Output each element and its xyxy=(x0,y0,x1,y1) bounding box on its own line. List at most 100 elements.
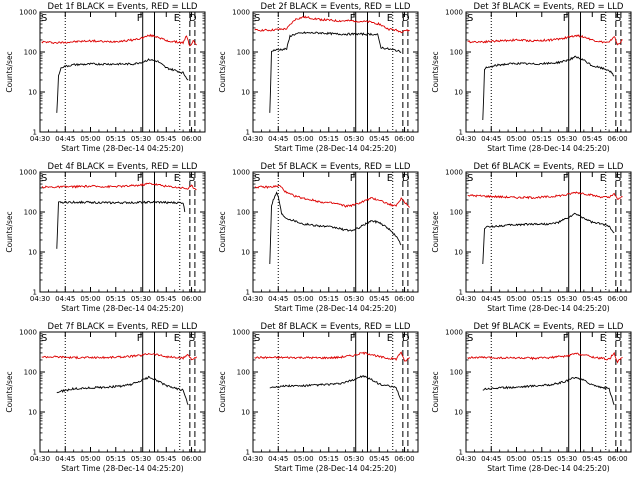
x-tick-label: 05:45 xyxy=(369,455,389,463)
x-axis-label: Start Time (28-Dec-14 04:25:20) xyxy=(61,464,183,473)
x-tick-label: 04:45 xyxy=(268,455,288,463)
x-tick-label: 04:30 xyxy=(243,295,263,303)
lld-series-line xyxy=(41,182,197,191)
lld-series-line xyxy=(254,15,410,34)
event-marker-label: F xyxy=(563,173,569,184)
x-tick-label: 06:00 xyxy=(607,135,627,143)
lld-series-line xyxy=(41,352,197,361)
event-marker-label: D xyxy=(402,333,410,344)
events-series-line xyxy=(482,377,615,406)
x-tick-label: 05:00 xyxy=(80,295,100,303)
plot-frame xyxy=(465,331,632,453)
x-tick-label: 05:45 xyxy=(582,135,602,143)
y-tick-label: 1000 xyxy=(445,9,463,17)
x-axis-label: Start Time (28-Dec-14 04:25:20) xyxy=(487,144,609,153)
y-tick-label: 1000 xyxy=(232,9,250,17)
x-tick-label: 05:30 xyxy=(557,455,577,463)
x-tick-label: 06:00 xyxy=(607,455,627,463)
events-series-line xyxy=(269,375,402,401)
x-axis-label: Start Time (28-Dec-14 04:25:20) xyxy=(61,144,183,153)
events-series-line xyxy=(482,212,615,265)
x-tick-label: 05:30 xyxy=(557,295,577,303)
y-tick-label: 1 xyxy=(246,449,250,457)
event-marker-label: S xyxy=(41,173,47,184)
x-tick-label: 04:45 xyxy=(481,295,501,303)
x-tick-label: 04:30 xyxy=(243,135,263,143)
x-tick-label: 04:45 xyxy=(481,135,501,143)
event-marker-label: F xyxy=(350,333,356,344)
x-tick-label: 05:30 xyxy=(344,455,364,463)
x-tick-label: 05:45 xyxy=(156,455,176,463)
y-tick-label: 10 xyxy=(454,249,463,257)
x-tick-label: 05:00 xyxy=(506,135,526,143)
x-tick-label: 05:30 xyxy=(344,135,364,143)
plot-frame xyxy=(252,11,419,133)
event-marker-label: D xyxy=(402,13,410,24)
y-tick-label: 100 xyxy=(24,209,37,217)
plot-frame xyxy=(252,171,419,293)
x-tick-label: 05:30 xyxy=(131,455,151,463)
plot-frame xyxy=(252,331,419,453)
event-marker-label: S xyxy=(41,333,47,344)
x-axis-label: Start Time (28-Dec-14 04:25:20) xyxy=(487,304,609,313)
x-axis-label: Start Time (28-Dec-14 04:25:20) xyxy=(487,464,609,473)
plot-frame xyxy=(465,171,632,293)
y-tick-label: 10 xyxy=(28,409,37,417)
x-tick-label: 05:30 xyxy=(344,295,364,303)
event-marker-label: S xyxy=(615,173,621,184)
x-tick-label: 05:00 xyxy=(80,135,100,143)
chart-panel-1: Det 1f BLACK = Events, RED = LLD 1 10 100 10… xyxy=(5,2,206,153)
y-tick-label: 10 xyxy=(454,409,463,417)
x-tick-label: 05:15 xyxy=(319,295,339,303)
chart-title: Det 8f BLACK = Events, RED = LLD xyxy=(261,322,411,332)
lld-series-line xyxy=(254,351,410,362)
x-tick-label: 04:45 xyxy=(55,295,75,303)
y-tick-label: 1 xyxy=(33,449,37,457)
x-axis-label: Start Time (28-Dec-14 04:25:20) xyxy=(274,144,396,153)
y-tick-label: 10 xyxy=(241,249,250,257)
x-tick-label: 05:45 xyxy=(582,455,602,463)
event-marker-label: E xyxy=(600,173,606,184)
lld-series-line xyxy=(467,191,623,200)
x-tick-label: 05:00 xyxy=(80,455,100,463)
chart-title: Det 7f BLACK = Events, RED = LLD xyxy=(48,322,198,332)
events-series-line xyxy=(56,200,186,249)
y-tick-label: 1000 xyxy=(445,329,463,337)
x-tick-label: 05:15 xyxy=(319,455,339,463)
x-axis-label: Start Time (28-Dec-14 04:25:20) xyxy=(274,464,396,473)
x-tick-label: 06:00 xyxy=(394,455,414,463)
x-tick-label: 04:30 xyxy=(456,295,476,303)
x-tick-label: 05:15 xyxy=(532,455,552,463)
plot-frame xyxy=(465,11,632,133)
y-tick-label: 1 xyxy=(459,129,463,137)
y-axis-label: Counts/sec xyxy=(5,51,14,92)
chart-title: Det 3f BLACK = Events, RED = LLD xyxy=(474,2,624,12)
event-marker-label: S xyxy=(189,173,195,184)
event-marker-label: F xyxy=(137,333,143,344)
x-tick-label: 05:00 xyxy=(293,135,313,143)
event-marker-label: S xyxy=(467,333,473,344)
y-tick-label: 10 xyxy=(28,89,37,97)
y-tick-label: 10 xyxy=(28,249,37,257)
x-tick-label: 05:15 xyxy=(319,135,339,143)
x-tick-label: 05:00 xyxy=(506,455,526,463)
event-marker-label: E xyxy=(600,333,606,344)
y-tick-label: 1000 xyxy=(232,169,250,177)
event-marker-label: F xyxy=(350,13,356,24)
chart-panel-5: Det 5f BLACK = Events, RED = LLD 1 10 100 10… xyxy=(218,162,419,313)
event-marker-label: S xyxy=(467,13,473,24)
chart-title: Det 4f BLACK = Events, RED = LLD xyxy=(48,162,198,172)
x-tick-label: 04:30 xyxy=(456,455,476,463)
y-axis-label: Counts/sec xyxy=(431,371,440,412)
y-tick-label: 1 xyxy=(33,129,37,137)
event-marker-label: S xyxy=(615,333,621,344)
event-marker-label: E xyxy=(174,173,180,184)
chart-title: Det 1f BLACK = Events, RED = LLD xyxy=(48,2,198,12)
event-marker-label: F xyxy=(350,173,356,184)
x-tick-label: 05:15 xyxy=(106,135,126,143)
event-marker-label: F xyxy=(563,13,569,24)
chart-panel-2: Det 2f BLACK = Events, RED = LLD 1 10 100 10… xyxy=(218,2,419,153)
y-tick-label: 1000 xyxy=(19,329,37,337)
y-tick-label: 1 xyxy=(246,289,250,297)
